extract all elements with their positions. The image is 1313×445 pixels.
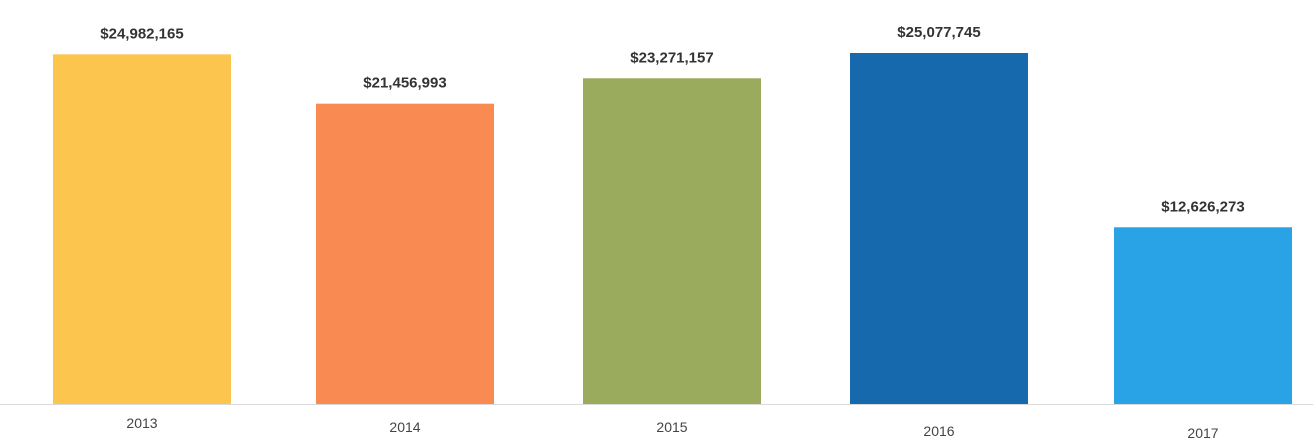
value-labels-group: $24,982,165 $21,456,993 $23,271,157 $25,077… [100,24,1244,215]
value-label-2015: $23,271,157 [630,49,713,66]
x-tick-label-2015: 2015 [656,419,687,435]
bar-2014 [316,103,494,404]
value-label-2013: $24,982,165 [100,25,183,42]
x-tick-label-2016: 2016 [923,423,954,439]
x-tick-labels-group: 2013 2014 2015 2016 2017 [126,415,1218,441]
bars-group [53,53,1292,405]
x-tick-label-2017: 2017 [1187,425,1218,441]
bar-2016 [850,53,1028,404]
bar-2015 [583,78,761,404]
value-label-2016: $25,077,745 [897,24,980,41]
value-label-2017: $12,626,273 [1161,198,1244,215]
x-tick-label-2014: 2014 [389,419,420,435]
value-label-2014: $21,456,993 [363,75,446,92]
bar-2013 [53,54,231,405]
bar-2017 [1114,227,1292,404]
x-tick-label-2013: 2013 [126,415,157,431]
